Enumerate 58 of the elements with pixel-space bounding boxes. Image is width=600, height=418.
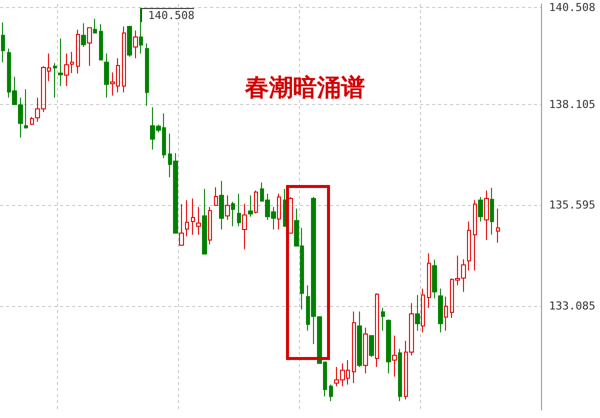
candlestick bbox=[104, 52, 109, 98]
candlestick bbox=[352, 311, 356, 384]
candlestick bbox=[196, 206, 201, 236]
candlestick bbox=[438, 288, 443, 333]
candlestick bbox=[369, 335, 374, 358]
candlestick bbox=[277, 193, 281, 230]
annotation: 140.508 bbox=[141, 8, 194, 22]
candlestick bbox=[375, 292, 379, 368]
candlestick bbox=[432, 259, 437, 299]
y-tick-label: 135.595 bbox=[549, 198, 596, 212]
candlestick bbox=[490, 187, 494, 236]
candlestick bbox=[185, 200, 189, 237]
candlestick bbox=[122, 26, 126, 93]
candlestick bbox=[145, 42, 149, 106]
candlestick bbox=[496, 208, 500, 244]
candlestick bbox=[139, 7, 143, 54]
candlestick bbox=[254, 190, 258, 214]
candlestick bbox=[392, 335, 397, 378]
candlestick bbox=[202, 188, 207, 255]
candlestick bbox=[478, 196, 483, 222]
candlestick bbox=[421, 288, 425, 333]
candlestick bbox=[386, 319, 391, 374]
candlestick bbox=[381, 307, 385, 332]
candlestick bbox=[58, 38, 63, 87]
candlestick bbox=[329, 384, 333, 402]
candlestick bbox=[242, 203, 247, 250]
candlestick bbox=[363, 327, 368, 374]
candlestick bbox=[99, 24, 103, 61]
candlestick bbox=[398, 348, 402, 402]
candlestick bbox=[214, 186, 218, 206]
y-tick-label: 140.508 bbox=[549, 1, 596, 14]
candlestick bbox=[133, 30, 138, 59]
candlestick bbox=[467, 220, 471, 272]
candlestick bbox=[219, 180, 224, 230]
candlestick bbox=[427, 252, 431, 308]
candlestick bbox=[1, 22, 5, 63]
candlestick bbox=[415, 294, 420, 332]
candlestick bbox=[248, 194, 253, 218]
candlestick bbox=[231, 201, 235, 227]
candlestick bbox=[208, 206, 212, 245]
candlestick bbox=[76, 29, 80, 74]
candlestick bbox=[473, 200, 477, 272]
candlestick bbox=[237, 193, 241, 227]
candlestick bbox=[484, 190, 489, 240]
candlestick bbox=[127, 25, 132, 58]
candlestick bbox=[87, 26, 92, 66]
candlestick bbox=[93, 18, 97, 34]
text: 春潮暗涌谱 bbox=[244, 72, 365, 102]
y-tick-label: 133.085 bbox=[549, 300, 596, 313]
candlestick bbox=[53, 62, 57, 98]
y-tick-label: 138.105 bbox=[549, 98, 596, 111]
candlestick bbox=[357, 311, 362, 368]
candlestick bbox=[81, 22, 86, 48]
candlestick bbox=[179, 204, 184, 246]
candlestick bbox=[444, 296, 448, 332]
candlestick bbox=[24, 88, 28, 130]
candlestick bbox=[225, 194, 230, 220]
candlestick bbox=[191, 198, 195, 236]
